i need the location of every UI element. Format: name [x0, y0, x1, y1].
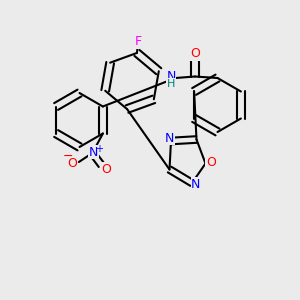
- Text: F: F: [134, 35, 141, 48]
- Text: N: N: [89, 146, 98, 159]
- Text: H: H: [167, 79, 175, 89]
- Text: −: −: [62, 150, 73, 163]
- Text: O: O: [101, 163, 111, 176]
- Text: N: N: [166, 70, 176, 83]
- Text: N: N: [191, 178, 201, 191]
- Text: O: O: [67, 157, 77, 170]
- Text: N: N: [165, 131, 174, 145]
- Text: O: O: [190, 47, 200, 60]
- Text: +: +: [95, 143, 103, 154]
- Text: O: O: [206, 156, 216, 169]
